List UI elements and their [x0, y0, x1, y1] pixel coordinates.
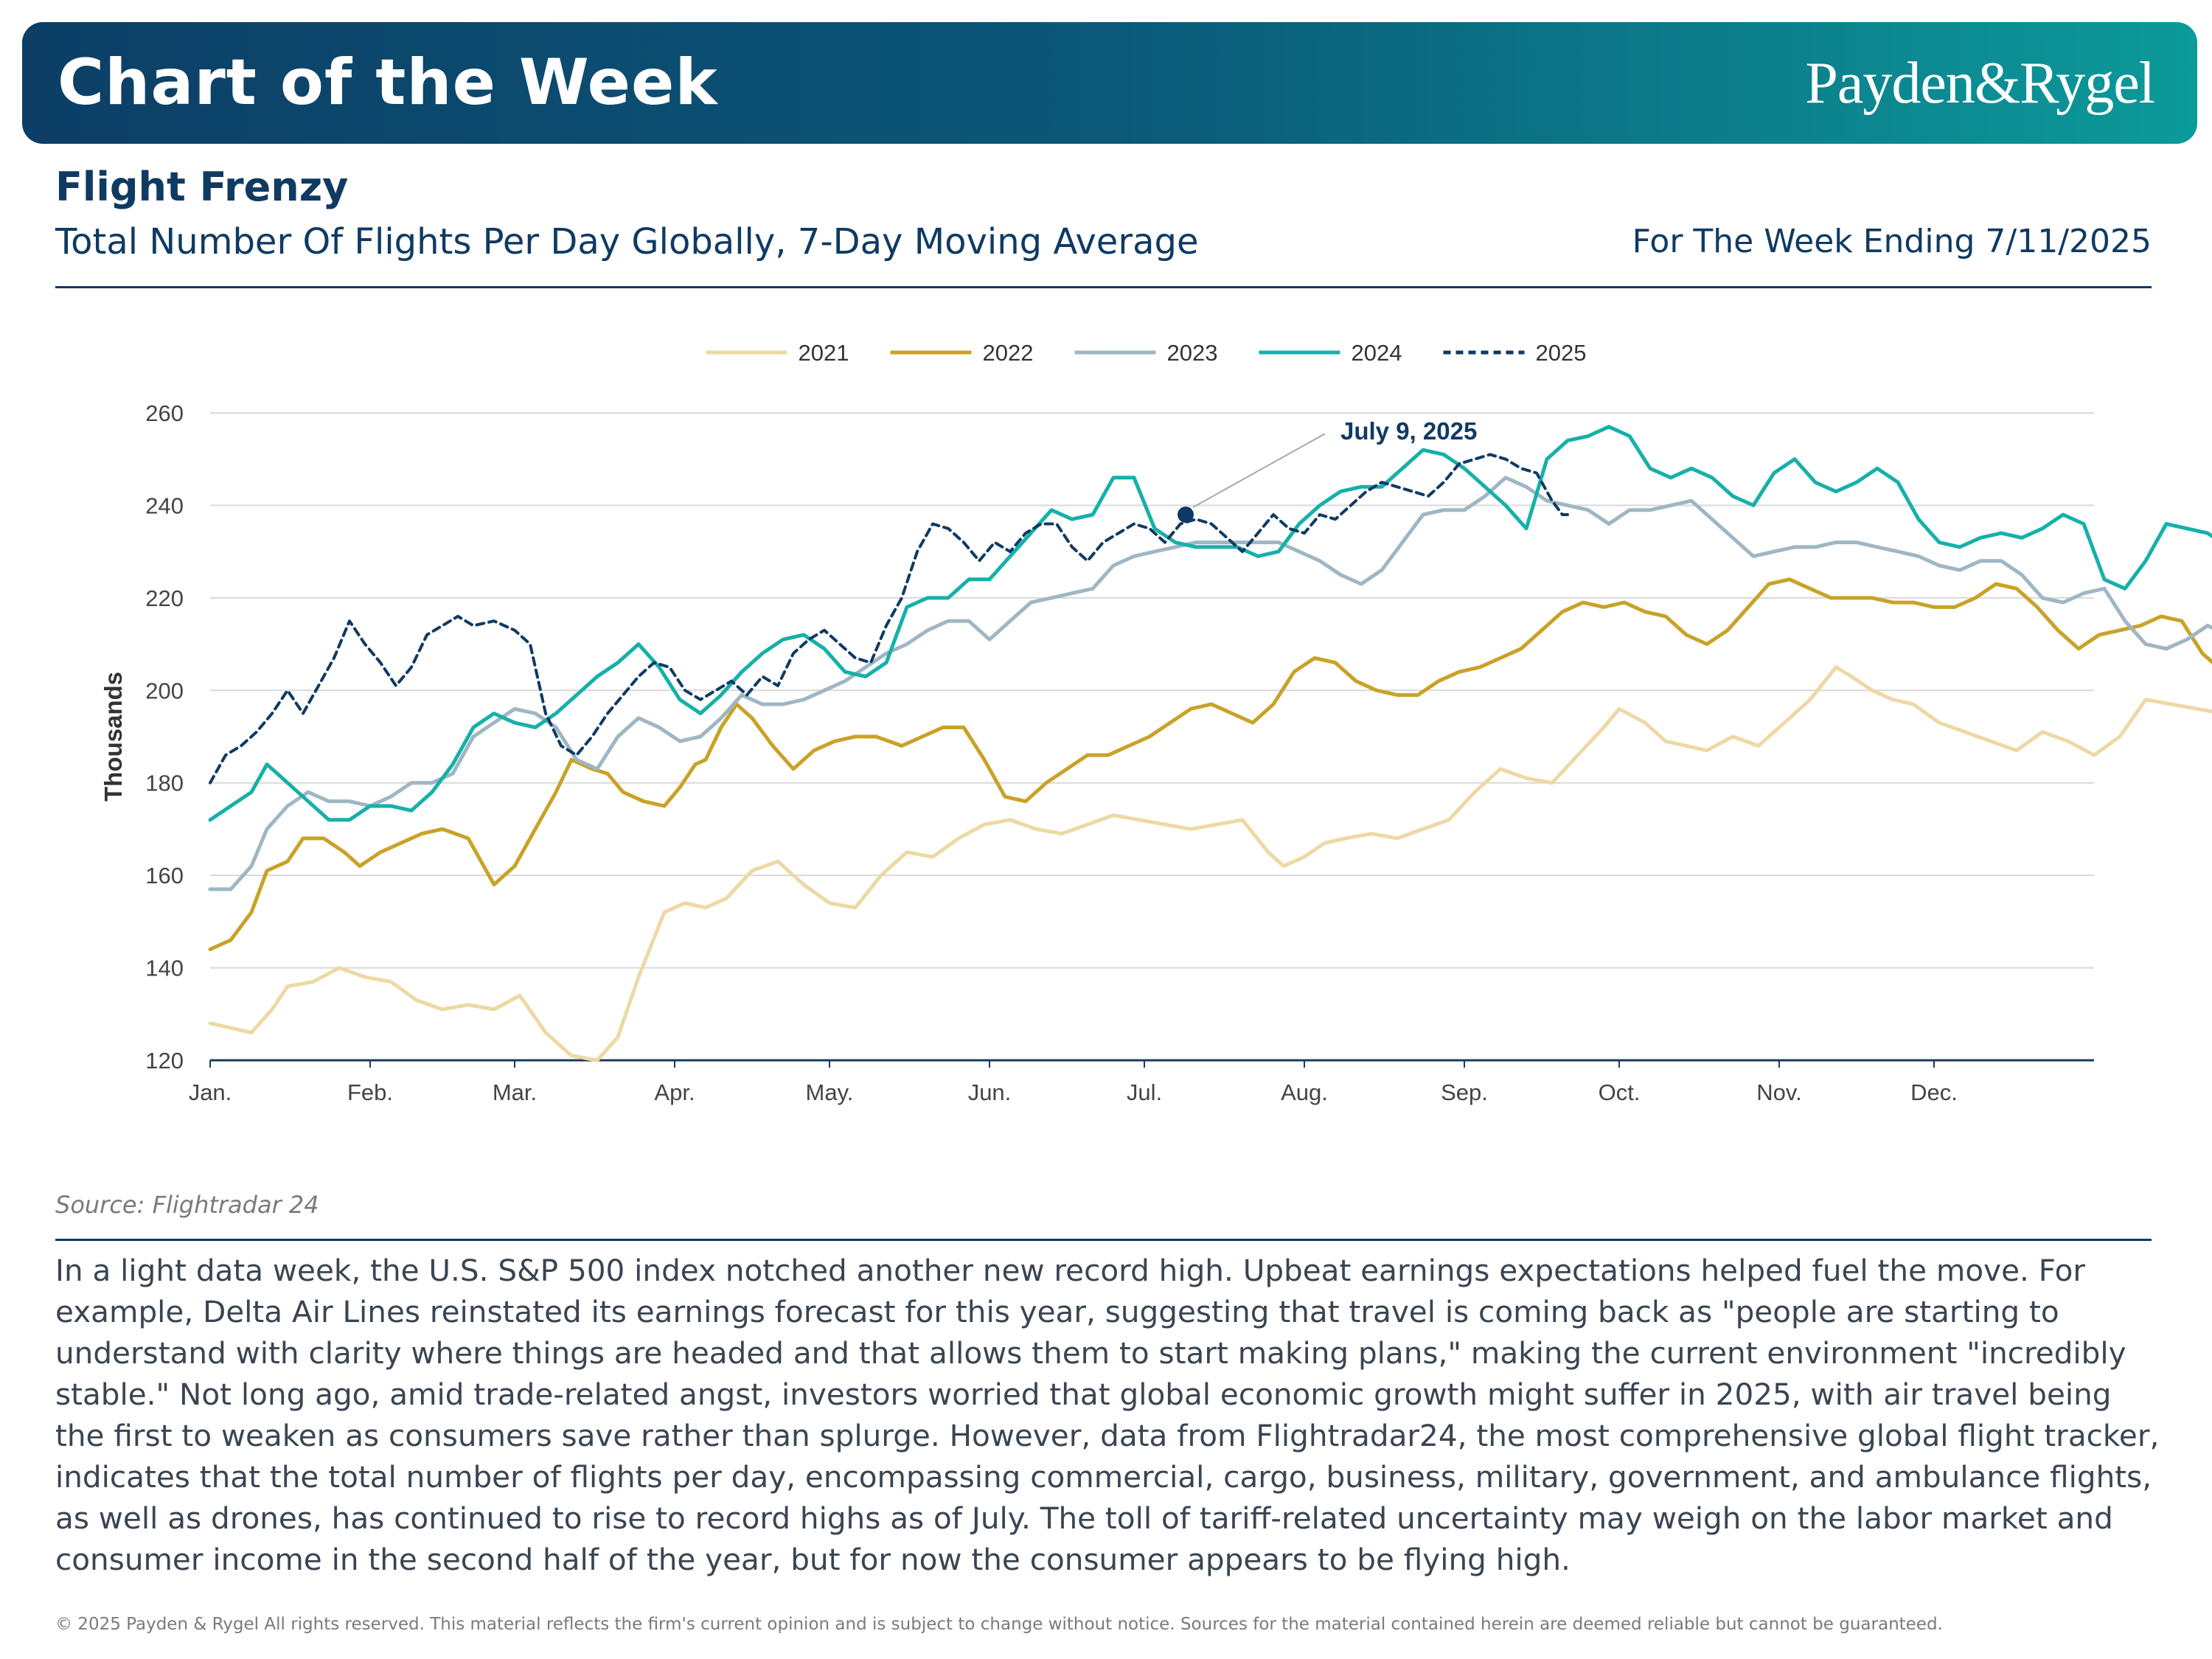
legend-label: 2022	[983, 340, 1034, 366]
annotation-marker	[1178, 506, 1194, 523]
y-tick-label: 220	[145, 585, 184, 611]
legend-label: 2025	[1536, 340, 1587, 366]
series-line-2022	[208, 577, 2212, 951]
series-line-2024	[208, 425, 2212, 822]
x-tick-label: Apr.	[654, 1079, 695, 1105]
x-tick-label: Jun.	[968, 1079, 1012, 1105]
annotation-leader	[1192, 433, 1326, 508]
legend: 2021 2022 2023 2024 2025	[706, 340, 1587, 366]
commentary-text: In a light data week, the U.S. S&P 500 i…	[55, 1253, 2160, 1577]
legend-label: 2021	[799, 340, 849, 366]
source-note: Source: Flightradar 24	[55, 1191, 319, 1219]
header-banner: Chart of the Week Payden&Rygel	[22, 22, 2197, 144]
source-divider	[55, 1239, 2152, 1241]
x-tick-label: Dec.	[1910, 1079, 1958, 1105]
annotation: July 9, 2025	[1178, 417, 1477, 523]
footer-disclaimer: © 2025 Payden & Rygel All rights reserve…	[55, 1615, 1943, 1634]
x-tick-label: Jan.	[189, 1079, 232, 1105]
x-tick-label: Jul.	[1127, 1079, 1162, 1105]
chart-title: Flight Frenzy	[55, 164, 349, 210]
x-tick-label: Aug.	[1281, 1079, 1328, 1105]
y-tick-label: 240	[145, 493, 184, 518]
flights-line-chart: 120 140 160 180 200 220 240 260 Thousands Jan. Fe…	[100, 340, 2212, 1105]
x-tick-label: Sep.	[1441, 1079, 1488, 1105]
y-axis: 120 140 160 180 200 220 240 260 Thousands	[100, 400, 184, 1074]
legend-label: 2024	[1352, 340, 1402, 366]
header-divider	[55, 286, 2152, 288]
x-tick-label: Mar.	[493, 1079, 537, 1105]
y-tick-label: 260	[145, 400, 184, 426]
series-line-2023	[208, 476, 2212, 891]
x-tick-label: May.	[806, 1079, 854, 1105]
logo: Payden&Rygel	[1805, 51, 2155, 116]
series-line-2021	[208, 665, 2212, 1062]
y-tick-label: 200	[145, 678, 184, 703]
gridlines	[210, 412, 2094, 969]
y-tick-label: 160	[145, 863, 184, 888]
y-tick-label: 120	[145, 1048, 184, 1074]
x-tick-label: Feb.	[347, 1079, 393, 1105]
legend-label: 2023	[1167, 340, 1218, 366]
banner-title: Chart of the Week	[58, 46, 718, 119]
series-line-2025	[209, 453, 1569, 785]
series-lines	[208, 425, 2212, 1062]
annotation-label: July 9, 2025	[1340, 417, 1477, 445]
y-tick-label: 140	[145, 956, 184, 981]
week-ending-date: For The Week Ending 7/11/2025	[1632, 223, 2152, 260]
y-axis-title: Thousands	[100, 672, 127, 801]
chart-subtitle: Total Number Of Flights Per Day Globally…	[55, 221, 1199, 262]
x-axis: Jan. Feb. Mar. Apr. May. Jun. Jul. Aug. Sep. Oct.…	[189, 1059, 2094, 1105]
x-tick-label: Oct.	[1599, 1079, 1641, 1105]
y-tick-label: 180	[145, 771, 184, 796]
x-tick-label: Nov.	[1756, 1079, 1801, 1105]
